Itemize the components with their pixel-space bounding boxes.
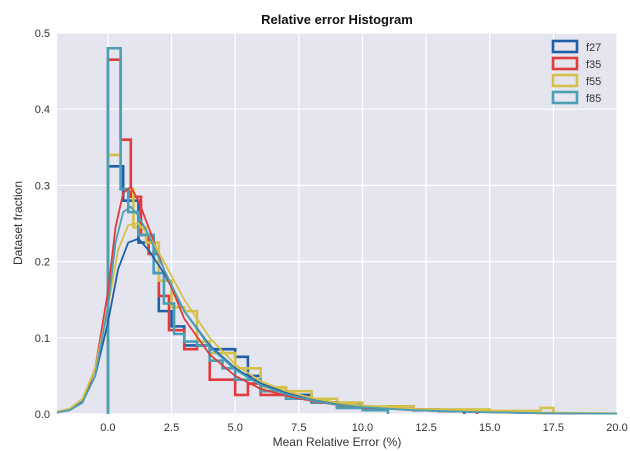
legend-swatch-f85: [551, 90, 579, 105]
legend-label-f85: f85: [586, 93, 601, 105]
kde-curves: [56, 185, 618, 415]
legend-label-f55: f55: [586, 76, 601, 88]
legend-swatch-f27: [551, 39, 579, 54]
x-tick-label: 15.0: [479, 422, 500, 434]
legend-swatch-f55: [551, 73, 579, 88]
kde-curve-f85: [56, 205, 618, 415]
y-tick-labels: 0.0 0.1 0.2 0.3 0.4 0.5: [35, 28, 50, 421]
legend-label-f27: f27: [586, 42, 601, 54]
y-tick-label: 0.4: [35, 104, 50, 116]
x-tick-labels: 0.0 2.5 5.0 7.5 10.0 12.5 15.0 17.5 20.0: [100, 422, 627, 434]
x-tick-label: 17.5: [543, 422, 564, 434]
legend: f27 f35 f55 f85: [551, 39, 601, 105]
legend-label-f35: f35: [586, 59, 601, 71]
chart-title: Relative error Histogram: [261, 12, 413, 27]
x-tick-label: 12.5: [415, 422, 436, 434]
y-tick-label: 0.0: [35, 409, 50, 421]
x-tick-label: 2.5: [164, 422, 179, 434]
y-tick-label: 0.5: [35, 28, 50, 40]
plot-background: [57, 33, 617, 414]
x-axis-label: Mean Relative Error (%): [273, 435, 402, 449]
y-tick-label: 0.1: [35, 333, 50, 345]
x-tick-label: 10.0: [352, 422, 373, 434]
x-tick-label: 5.0: [228, 422, 243, 434]
x-tick-label: 20.0: [606, 422, 627, 434]
y-tick-label: 0.3: [35, 180, 50, 192]
x-tick-label: 0.0: [100, 422, 115, 434]
y-axis-label: Dataset fraction: [11, 181, 25, 265]
legend-swatch-f35: [551, 56, 579, 71]
x-tick-label: 7.5: [291, 422, 306, 434]
y-tick-label: 0.2: [35, 257, 50, 269]
